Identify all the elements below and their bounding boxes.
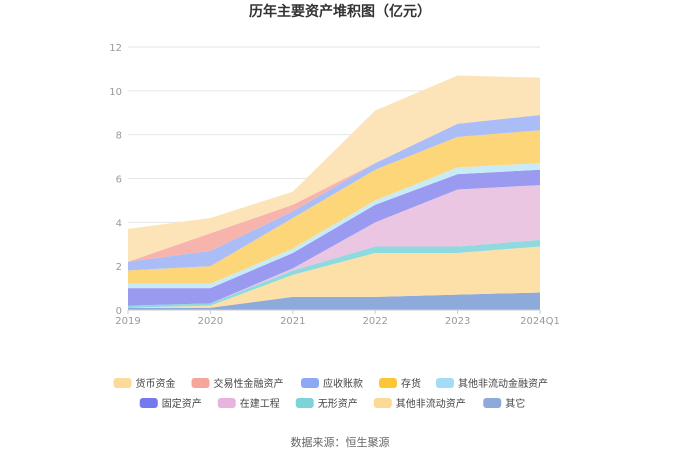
legend-swatch bbox=[373, 398, 392, 408]
legend-swatch bbox=[301, 378, 319, 388]
y-tick-label: 10 bbox=[109, 87, 122, 98]
legend-swatch bbox=[436, 378, 454, 388]
legend-label: 其它 bbox=[505, 397, 525, 410]
legend-label: 存货 bbox=[401, 377, 421, 390]
legend-item[interactable]: 其它 bbox=[483, 397, 525, 410]
legend-swatch bbox=[295, 398, 314, 408]
x-tick-label: 2022 bbox=[362, 316, 387, 327]
legend-item[interactable]: 货币资金 bbox=[113, 377, 176, 390]
legend-item[interactable]: 交易性金融资产 bbox=[191, 377, 284, 390]
chart-title: 历年主要资产堆积图（亿元） bbox=[249, 3, 431, 20]
area-series-7[interactable] bbox=[128, 114, 540, 271]
area-series-3[interactable] bbox=[128, 185, 540, 306]
legend-item[interactable]: 存货 bbox=[379, 377, 421, 390]
legend-item[interactable]: 固定资产 bbox=[139, 397, 202, 410]
area-series-1[interactable] bbox=[128, 246, 540, 308]
legend-label: 货币资金 bbox=[136, 377, 176, 390]
legend-label: 交易性金融资产 bbox=[214, 377, 284, 390]
area-series bbox=[128, 75, 540, 310]
x-tick-label: 2023 bbox=[445, 316, 470, 327]
legend-swatch bbox=[217, 398, 236, 408]
legend-item[interactable]: 其他非流动金融资产 bbox=[436, 377, 548, 390]
y-tick-label: 8 bbox=[116, 131, 122, 142]
legend-swatch bbox=[113, 378, 132, 388]
legend-label: 其他非流动金融资产 bbox=[458, 377, 548, 390]
legend-item[interactable]: 无形资产 bbox=[295, 397, 358, 410]
y-tick-label: 2 bbox=[116, 262, 122, 273]
legend-swatch bbox=[379, 378, 397, 388]
legend-item[interactable]: 在建工程 bbox=[217, 397, 280, 410]
y-tick-label: 12 bbox=[109, 43, 122, 54]
area-series-2[interactable] bbox=[128, 239, 540, 308]
legend-swatch bbox=[191, 378, 210, 388]
legend-label: 应收账款 bbox=[323, 377, 363, 390]
x-tick-label: 2024Q1 bbox=[520, 316, 560, 327]
area-series-9[interactable] bbox=[128, 75, 540, 262]
legend-label: 固定资产 bbox=[162, 397, 202, 410]
y-tick-label: 0 bbox=[116, 306, 122, 317]
legend-swatch bbox=[483, 398, 502, 408]
area-series-4[interactable] bbox=[128, 169, 540, 306]
axes: 0 2 4 6 8 10 12 2019 2020 2021 2022 2023 2024Q1 bbox=[109, 43, 560, 327]
y-tick-label: 4 bbox=[116, 218, 122, 229]
area-series-5[interactable] bbox=[128, 163, 540, 289]
legend-label: 无形资产 bbox=[318, 397, 358, 410]
x-tick-label: 2021 bbox=[280, 316, 305, 327]
y-tick-label: 6 bbox=[116, 175, 122, 186]
legend-item[interactable]: 其他非流动资产 bbox=[373, 397, 466, 410]
data-source-note: 数据来源：恒生聚源 bbox=[291, 435, 390, 449]
legend-label: 其他非流动资产 bbox=[396, 397, 466, 410]
legend-label: 在建工程 bbox=[240, 397, 280, 410]
x-tick-label: 2020 bbox=[198, 316, 223, 327]
area-series-6[interactable] bbox=[128, 130, 540, 284]
area-series-0[interactable] bbox=[128, 292, 540, 310]
legend-item[interactable]: 应收账款 bbox=[301, 377, 363, 390]
x-tick-label: 2019 bbox=[115, 316, 140, 327]
legend-swatch bbox=[139, 398, 158, 408]
